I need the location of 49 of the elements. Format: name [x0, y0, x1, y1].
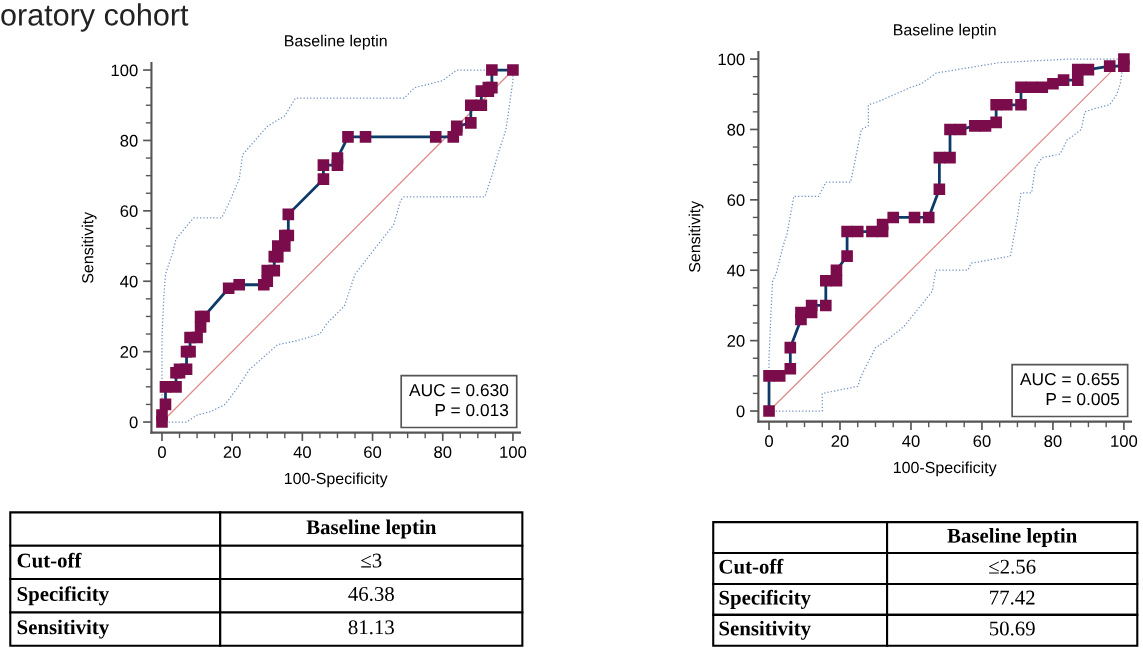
x-axis-title: 100-Specificity [893, 461, 997, 477]
text: 81.13 [348, 620, 394, 635]
y-tick-label: 80 [120, 134, 138, 147]
y-tick-label: 80 [727, 123, 745, 136]
x-tick-label: 100 [1111, 435, 1138, 448]
y-tick-label: 0 [129, 416, 138, 429]
text: oratory cohort [1, 3, 189, 32]
category-label: Sensitivity [719, 620, 811, 640]
chart-title: Baseline leptin [285, 34, 387, 50]
x-tick-label: 40 [902, 435, 920, 448]
category-label: Sensitivity [17, 619, 109, 639]
y-tick-label: 40 [727, 264, 745, 277]
annotation: P = 0.013 [435, 403, 509, 417]
x-axis-title: 100-Specificity [284, 472, 388, 488]
category-label: Cut-off [719, 558, 784, 574]
x-tick-label: 80 [434, 446, 452, 459]
y-tick-label: 20 [120, 346, 138, 358]
x-tick-label: 20 [831, 435, 849, 448]
x-tick-label: 40 [293, 446, 311, 459]
y-axis-title: Sensitivity [81, 211, 97, 284]
y-tick-label: 60 [727, 194, 745, 207]
y-axis-title: Sensitivity [688, 200, 704, 273]
x-tick-label: 80 [1044, 435, 1062, 448]
text: 77.42 [990, 590, 1035, 605]
text: ≤3 [361, 553, 382, 568]
x-tick-label: 0 [157, 446, 166, 459]
category-label: Specificity [719, 589, 811, 609]
x-tick-label: 100 [500, 446, 527, 459]
text: 50.69 [989, 621, 1035, 636]
y-tick-label: 0 [736, 405, 745, 418]
category-label: Baseline leptin [947, 528, 1077, 548]
category-label: Specificity [17, 586, 109, 606]
y-tick-label: 100 [111, 64, 138, 77]
category-label: Cut-off [17, 552, 82, 568]
y-tick-label: 20 [727, 335, 745, 347]
text: 46.38 [348, 586, 394, 602]
text: ≤2.56 [989, 559, 1036, 574]
y-tick-label: 100 [718, 53, 745, 66]
annotation: AUC = 0.630 [409, 383, 509, 397]
x-tick-label: 60 [973, 435, 991, 448]
x-tick-label: 0 [765, 435, 774, 448]
y-tick-label: 40 [120, 275, 138, 288]
annotation: AUC = 0.655 [1019, 372, 1120, 386]
annotation: P = 0.005 [1046, 392, 1120, 406]
y-tick-label: 60 [120, 205, 138, 218]
x-tick-label: 20 [223, 446, 241, 459]
x-tick-label: 60 [364, 446, 382, 459]
category-label: Baseline leptin [306, 519, 437, 539]
chart-title: Baseline leptin [894, 23, 996, 39]
